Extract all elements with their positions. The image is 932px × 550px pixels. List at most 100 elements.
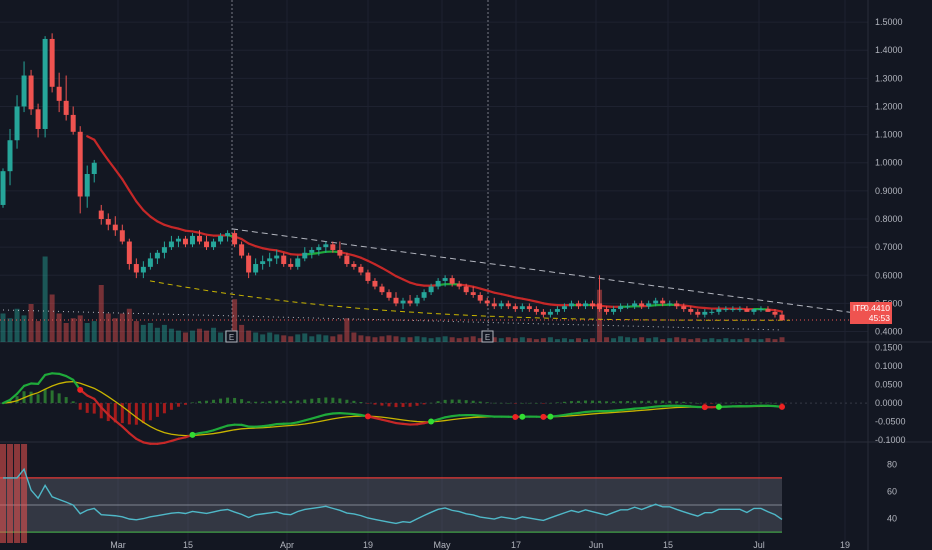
candle[interactable]: [14, 95, 20, 149]
candle[interactable]: [582, 300, 588, 310]
candle[interactable]: [337, 241, 343, 259]
candle[interactable]: [21, 61, 27, 113]
candle[interactable]: [765, 306, 771, 312]
candle[interactable]: [204, 235, 210, 250]
candle[interactable]: [779, 311, 785, 321]
candle[interactable]: [225, 230, 231, 242]
candle[interactable]: [253, 258, 259, 276]
candle[interactable]: [147, 252, 153, 270]
candle[interactable]: [737, 306, 743, 312]
candle[interactable]: [590, 300, 596, 310]
candle[interactable]: [716, 306, 722, 315]
candle[interactable]: [653, 297, 659, 307]
candle[interactable]: [7, 128, 13, 186]
candle[interactable]: [372, 278, 378, 290]
candle[interactable]: [105, 213, 111, 231]
candle[interactable]: [330, 241, 336, 253]
candle[interactable]: [393, 292, 399, 307]
candle[interactable]: [604, 306, 610, 315]
candle[interactable]: [35, 103, 41, 138]
candle[interactable]: [182, 235, 188, 248]
candle[interactable]: [561, 303, 567, 312]
candle[interactable]: [744, 306, 750, 312]
candle[interactable]: [218, 233, 224, 245]
candle[interactable]: [772, 309, 778, 318]
candle[interactable]: [386, 289, 392, 301]
candle[interactable]: [695, 309, 701, 318]
candle[interactable]: [154, 249, 160, 265]
candle[interactable]: [435, 278, 441, 290]
candle[interactable]: [42, 36, 48, 138]
candle[interactable]: [161, 241, 167, 259]
candle[interactable]: [618, 303, 624, 312]
candle[interactable]: [407, 294, 413, 307]
candle[interactable]: [63, 75, 69, 121]
candle[interactable]: [442, 275, 448, 287]
candle[interactable]: [168, 235, 174, 250]
candle[interactable]: [126, 238, 132, 270]
candle[interactable]: [575, 300, 581, 310]
candle[interactable]: [189, 233, 195, 248]
candle[interactable]: [175, 235, 181, 248]
candle[interactable]: [512, 303, 518, 312]
candle[interactable]: [568, 300, 574, 310]
candle[interactable]: [554, 306, 560, 315]
candle[interactable]: [91, 159, 97, 183]
candle[interactable]: [667, 300, 673, 307]
candle[interactable]: [498, 300, 504, 310]
candle[interactable]: [709, 309, 715, 315]
candle[interactable]: [84, 165, 90, 208]
candle[interactable]: [49, 33, 55, 93]
candle[interactable]: [358, 264, 364, 276]
candle[interactable]: [421, 289, 427, 301]
candle[interactable]: [246, 252, 252, 279]
candle[interactable]: [428, 283, 434, 295]
candle[interactable]: [702, 309, 708, 318]
candle[interactable]: [597, 275, 603, 312]
candle[interactable]: [660, 297, 666, 307]
candle[interactable]: [0, 168, 6, 208]
candle[interactable]: [681, 303, 687, 312]
candle[interactable]: [688, 306, 694, 315]
candle[interactable]: [309, 247, 315, 259]
candle[interactable]: [56, 72, 62, 113]
candle[interactable]: [646, 300, 652, 310]
candle[interactable]: [758, 306, 764, 312]
candle[interactable]: [491, 297, 497, 310]
candle[interactable]: [400, 297, 406, 310]
candle[interactable]: [260, 255, 266, 270]
candle[interactable]: [316, 244, 322, 256]
candle[interactable]: [98, 204, 104, 225]
candle[interactable]: [281, 252, 287, 267]
candle[interactable]: [379, 283, 385, 295]
candle[interactable]: [414, 294, 420, 307]
candle[interactable]: [639, 300, 645, 310]
candle[interactable]: [112, 216, 118, 236]
candle[interactable]: [28, 69, 34, 115]
macd-panel[interactable]: [0, 372, 868, 445]
candle[interactable]: [723, 306, 729, 312]
candle[interactable]: [449, 275, 455, 287]
candle[interactable]: [470, 286, 476, 298]
candle[interactable]: [302, 247, 308, 262]
candle[interactable]: [674, 300, 680, 310]
candle[interactable]: [547, 309, 553, 318]
candle[interactable]: [274, 249, 280, 265]
candle[interactable]: [140, 261, 146, 279]
candle[interactable]: [463, 283, 469, 295]
candle[interactable]: [119, 224, 125, 245]
candle[interactable]: [288, 258, 294, 270]
candle[interactable]: [323, 241, 329, 253]
candle[interactable]: [267, 252, 273, 267]
earnings-marker[interactable]: E: [481, 330, 494, 343]
candles[interactable]: [0, 33, 785, 321]
candle[interactable]: [295, 255, 301, 270]
candle[interactable]: [239, 241, 245, 259]
candle[interactable]: [533, 306, 539, 315]
candle[interactable]: [751, 309, 757, 315]
candle[interactable]: [477, 292, 483, 304]
candle[interactable]: [351, 261, 357, 270]
candle[interactable]: [632, 300, 638, 310]
candle[interactable]: [505, 300, 511, 310]
